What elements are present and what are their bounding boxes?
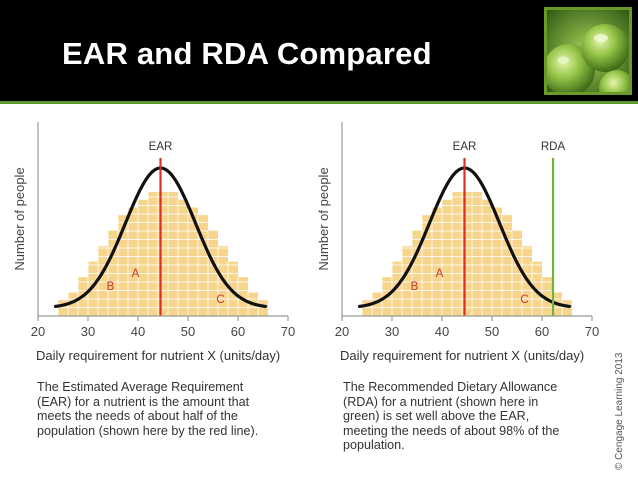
region-label-b: B bbox=[411, 281, 419, 293]
histogram-bar bbox=[138, 199, 148, 316]
histogram-bar bbox=[118, 215, 128, 316]
x-tick-label: 50 bbox=[485, 324, 499, 339]
histogram-bar bbox=[228, 261, 238, 316]
caption-line: (EAR) for a nutrient is the amount that bbox=[37, 394, 250, 409]
histogram-bar bbox=[542, 277, 552, 316]
histogram-bar bbox=[178, 199, 188, 316]
x-axis-label: Daily requirement for nutrient X (units/… bbox=[340, 348, 584, 363]
histogram-bar bbox=[148, 192, 158, 316]
bar-grid bbox=[57, 192, 268, 317]
histogram-bar bbox=[198, 215, 208, 316]
x-tick-label: 30 bbox=[385, 324, 399, 339]
x-axis-label: Daily requirement for nutrient X (units/… bbox=[36, 348, 280, 363]
caption-line: The Recommended Dietary Allowance bbox=[343, 380, 558, 394]
histogram-bar bbox=[482, 199, 492, 316]
slide-title: EAR and RDA Compared bbox=[62, 36, 432, 71]
peas-image bbox=[547, 10, 629, 92]
x-tick-label: 60 bbox=[231, 324, 245, 339]
x-tick-label: 40 bbox=[131, 324, 145, 339]
bar-grid bbox=[361, 192, 572, 317]
x-tick-label: 40 bbox=[435, 324, 449, 339]
caption-line: (RDA) for a nutrient (shown here in bbox=[343, 394, 539, 409]
region-label-a: A bbox=[436, 268, 444, 280]
caption-line: population (shown here by the red line). bbox=[37, 423, 259, 438]
histogram-bar bbox=[432, 207, 442, 316]
caption-line: meets the needs of about half of the bbox=[37, 409, 238, 424]
histogram-bar bbox=[238, 277, 248, 316]
histogram-bar bbox=[392, 261, 402, 316]
y-axis-label: Number of people bbox=[316, 167, 331, 270]
caption-line: population. bbox=[343, 438, 405, 453]
region-label-c: C bbox=[216, 294, 224, 306]
caption-line: green) is set well above the EAR, bbox=[343, 409, 530, 424]
x-tick-label: 20 bbox=[335, 324, 349, 339]
header-divider bbox=[0, 101, 638, 104]
histogram-bar bbox=[452, 192, 462, 316]
histogram-bar bbox=[158, 192, 168, 316]
histogram-bar bbox=[58, 300, 68, 316]
histogram-bar bbox=[68, 292, 78, 316]
region-label-c: C bbox=[520, 294, 528, 306]
histogram-bar bbox=[258, 300, 268, 316]
histogram-bar bbox=[362, 300, 372, 316]
x-tick-label: 60 bbox=[535, 324, 549, 339]
histogram-bar bbox=[98, 246, 108, 316]
histogram-bar bbox=[188, 207, 198, 316]
histogram-bar bbox=[128, 207, 138, 316]
ear-label: EAR bbox=[453, 141, 477, 153]
histogram-bar bbox=[372, 292, 382, 316]
x-tick-label: 70 bbox=[281, 324, 295, 339]
rda-label: RDA bbox=[541, 141, 566, 153]
histogram-bar bbox=[442, 199, 452, 316]
histogram-bar bbox=[462, 192, 472, 316]
histogram-bar bbox=[562, 300, 572, 316]
x-tick-label: 70 bbox=[585, 324, 599, 339]
histogram-bar bbox=[492, 207, 502, 316]
green-peas-photo bbox=[544, 7, 632, 95]
ear-caption: The Estimated Average Requirement (EAR) f… bbox=[37, 380, 258, 438]
histogram-bar bbox=[472, 192, 482, 316]
histogram-bar bbox=[502, 215, 512, 316]
histogram-bar bbox=[402, 246, 412, 316]
histogram-bar bbox=[168, 192, 178, 316]
histogram-bar bbox=[88, 261, 98, 316]
x-tick-label: 30 bbox=[81, 324, 95, 339]
ear-label: EAR bbox=[149, 141, 173, 153]
x-tick-label: 20 bbox=[31, 324, 45, 339]
histogram-bar bbox=[532, 261, 542, 316]
histogram-bar bbox=[422, 215, 432, 316]
caption-line: The Estimated Average Requirement bbox=[37, 380, 244, 394]
caption-line: meeting the needs of about 98% of the bbox=[343, 423, 560, 438]
slide-header bbox=[0, 0, 638, 103]
copyright-notice: © Cengage Learning 2013 bbox=[614, 352, 625, 470]
region-label-b: B bbox=[107, 281, 115, 293]
rda-caption: The Recommended Dietary Allowance (RDA) f… bbox=[343, 380, 559, 453]
region-label-a: A bbox=[132, 268, 140, 280]
x-tick-label: 50 bbox=[181, 324, 195, 339]
y-axis-label: Number of people bbox=[12, 167, 27, 270]
